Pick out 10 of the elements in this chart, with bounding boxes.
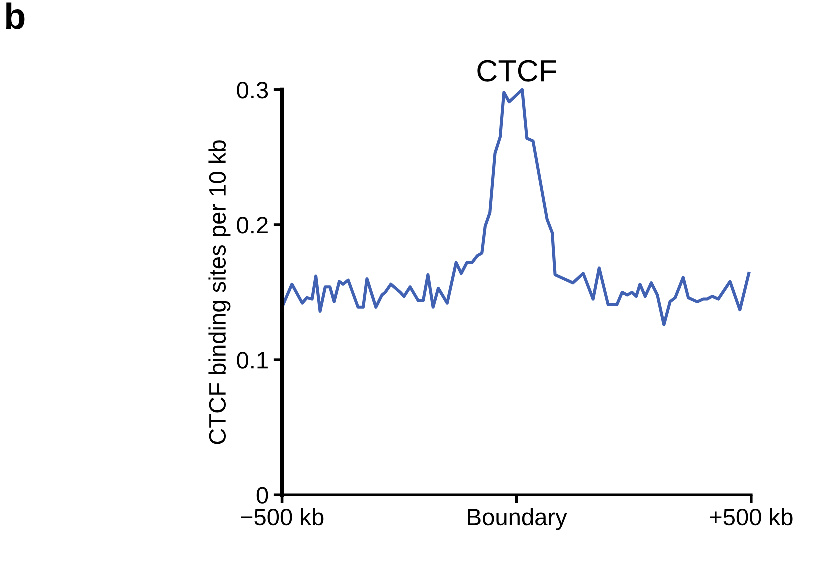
y-tick-label: 0.1 <box>237 352 268 369</box>
y-axis-title: CTCF binding sites per 10 kb <box>208 140 231 444</box>
y-tick-label: 0.2 <box>237 217 268 234</box>
text: b <box>6 2 25 30</box>
x-tick-label: Boundary <box>468 508 568 530</box>
y-tick-label: 0.3 <box>237 82 268 99</box>
y-tick-label: 0 <box>256 487 268 504</box>
x-tick-label: −500 kb <box>241 508 324 526</box>
chart-title: CTCF <box>478 60 556 82</box>
x-tick-label: +500 kb <box>710 508 793 526</box>
